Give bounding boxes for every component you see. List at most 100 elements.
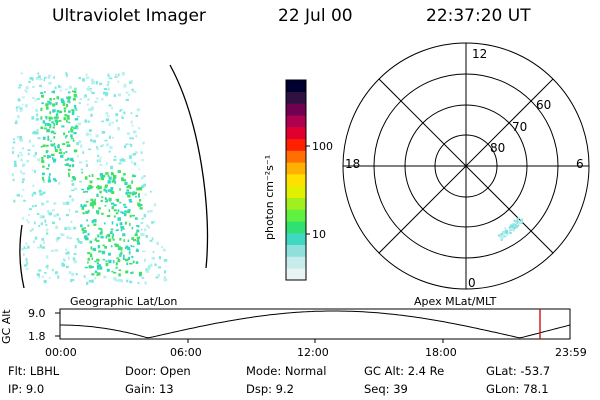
aurora-pixel [99, 266, 103, 270]
aurora-pixel [91, 257, 94, 260]
aurora-pixel [27, 245, 30, 249]
header-date: 22 Jul 00 [278, 6, 353, 26]
altitude-ytick-1: 1.8 [28, 330, 46, 343]
aurora-pixel [163, 270, 166, 274]
aurora-pixel [42, 120, 45, 124]
aurora-pixel [98, 185, 102, 190]
aurora-pixel [67, 228, 70, 231]
aurora-pixel [129, 215, 132, 218]
aurora-pixel [12, 141, 16, 144]
aurora-pixel [49, 111, 52, 115]
aurora-pixel [24, 104, 28, 108]
aurora-pixel [107, 87, 110, 91]
aurora-pixel [96, 193, 99, 197]
aurora-pixel [25, 91, 28, 94]
aurora-pixel [123, 159, 126, 162]
aurora-pixel [126, 211, 130, 213]
aurora-pixel [66, 119, 68, 123]
aurora-pixel [110, 202, 115, 205]
aurora-pixel [16, 194, 20, 197]
aurora-pixel [123, 206, 128, 208]
aurora-pixel [68, 130, 70, 133]
aurora-pixel [40, 107, 43, 111]
aurora-pixel [101, 212, 104, 215]
aurora-pixel [112, 233, 114, 237]
polar-panel-label: Apex MLat/MLT [414, 295, 497, 308]
aurora-pixel [112, 177, 116, 182]
aurora-pixel [53, 160, 56, 163]
aurora-pixel [139, 199, 142, 202]
aurora-pixel [141, 217, 144, 220]
polar-aurora-pixel [521, 217, 524, 220]
aurora-pixel [124, 246, 127, 250]
aurora-pixel [79, 241, 83, 244]
aurora-pixel [21, 248, 25, 251]
aurora-pixel [17, 105, 20, 109]
aurora-pixel [68, 256, 70, 261]
aurora-pixel [47, 75, 51, 79]
polar-aurora-pixel [506, 231, 509, 234]
aurora-pixel [83, 96, 86, 99]
aurora-pixel [91, 220, 94, 224]
aurora-pixel [21, 96, 25, 99]
aurora-pixel [68, 237, 73, 240]
aurora-pixel [64, 159, 68, 161]
aurora-pixel [109, 146, 113, 149]
altitude-xtick-4: 23:59 [555, 346, 587, 359]
aurora-pixel [100, 176, 104, 181]
aurora-pixel [54, 119, 58, 123]
colorbar-cell [286, 138, 306, 151]
aurora-pixel [58, 152, 62, 154]
aurora-pixel [89, 133, 92, 136]
aurora-pixel [113, 204, 117, 207]
aurora-pixel [25, 242, 28, 246]
aurora-pixel [142, 141, 145, 145]
aurora-pixel [104, 222, 106, 225]
aurora-pixel [33, 130, 36, 134]
aurora-pixel [105, 112, 109, 115]
aurora-pixel [138, 168, 141, 170]
aurora-pixel [105, 118, 110, 122]
lat-label-70: 70 [512, 120, 528, 134]
aurora-pixel [21, 180, 24, 184]
aurora-pixel [69, 164, 72, 167]
altitude-xtick-1: 06:00 [170, 346, 202, 359]
aurora-pixel [71, 180, 73, 182]
aurora-pixel [96, 262, 100, 264]
aurora-pixel [39, 215, 43, 219]
aurora-pixel [124, 213, 127, 217]
aurora-pixel [132, 90, 137, 93]
aurora-pixel [18, 85, 21, 88]
aurora-pixel [18, 84, 23, 86]
aurora-pixel [66, 115, 70, 119]
colorbar-cell [286, 115, 306, 128]
aurora-pixel [151, 221, 154, 224]
aurora-pixel [111, 106, 113, 110]
aurora-pixel [19, 151, 22, 154]
aurora-pixel [69, 227, 72, 230]
aurora-pixel [61, 233, 65, 237]
aurora-pixel [124, 221, 127, 225]
aurora-pixel [82, 212, 84, 214]
aurora-pixel [152, 251, 155, 253]
aurora-pixel [17, 154, 20, 158]
aurora-pixel [15, 106, 18, 109]
colorbar-cell [286, 209, 306, 222]
aurora-pixel [77, 122, 81, 126]
aurora-pixel [72, 90, 76, 93]
aurora-pixel [46, 106, 49, 110]
aurora-pixel [42, 165, 45, 168]
aurora-pixel [68, 208, 71, 212]
aurora-pixel [128, 251, 131, 255]
aurora-pixel [87, 148, 92, 151]
aurora-pixel [111, 236, 114, 239]
aurora-pixel [61, 262, 65, 266]
aurora-pixel [126, 262, 129, 266]
aurora-pixel [90, 138, 93, 142]
aurora-pixel [125, 98, 129, 101]
aurora-pixel [118, 162, 122, 165]
aurora-pixel [87, 209, 90, 213]
aurora-pixel [70, 127, 73, 130]
aurora-pixel [78, 77, 81, 80]
aurora-pixel [86, 76, 90, 79]
